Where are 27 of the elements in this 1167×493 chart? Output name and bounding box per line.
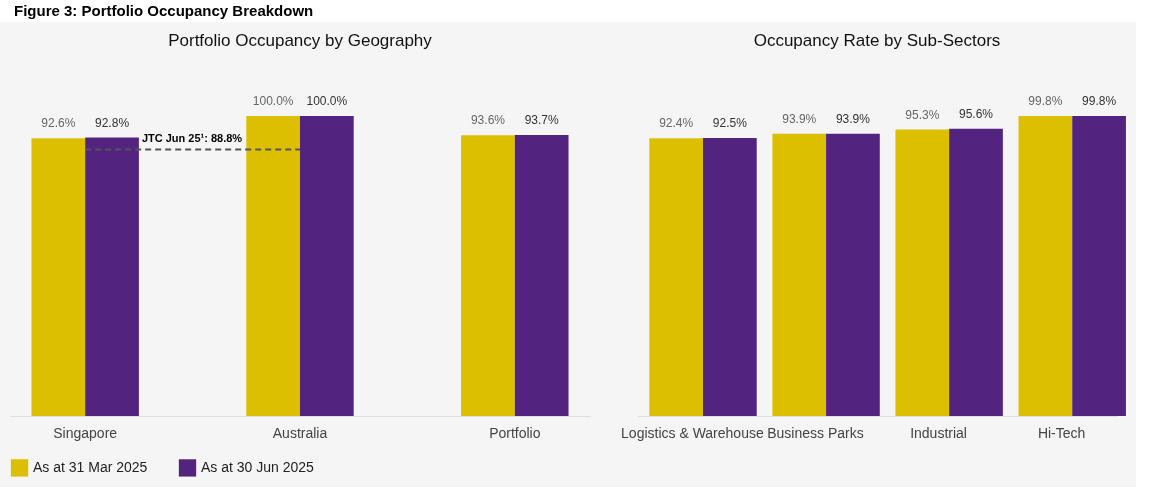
- x-tick-label: Portfolio: [489, 424, 541, 441]
- data-label: 100.0%: [306, 94, 348, 108]
- data-label: 100.0%: [252, 94, 294, 108]
- chart-title: Portfolio Occupancy by Geography: [168, 31, 433, 50]
- data-label: 92.4%: [659, 116, 694, 131]
- data-label: 92.6%: [41, 116, 76, 131]
- data-label: 93.6%: [470, 113, 506, 128]
- data-label: 99.8%: [1028, 94, 1063, 108]
- x-tick-label: Logistics & Warehouse: [621, 424, 764, 441]
- x-tick-label: Singapore: [53, 424, 118, 441]
- data-label: 99.8%: [1082, 94, 1117, 108]
- data-label: 92.5%: [712, 115, 748, 130]
- data-label: 93.9%: [782, 111, 817, 126]
- data-label: 92.8%: [95, 115, 130, 130]
- legend-label: As at 30 Jun 2025: [201, 458, 315, 475]
- chart-title: Occupancy Rate by Sub-Sectors: [753, 31, 1001, 50]
- data-label: 95.3%: [905, 107, 940, 122]
- data-label: 93.7%: [524, 112, 560, 127]
- data-label: 93.9%: [835, 111, 871, 126]
- x-tick-label: Business Parks: [767, 424, 864, 441]
- data-label: 95.6%: [959, 106, 994, 121]
- legend-label: As at 31 Mar 2025: [33, 458, 148, 475]
- ref-line-label: JTC Jun 25¹: 88.8%: [141, 131, 243, 144]
- x-tick-label: Industrial: [910, 424, 967, 441]
- x-tick-label: Australia: [272, 424, 328, 441]
- caption: Figure 3: Portfolio Occupancy Breakdown: [14, 2, 314, 19]
- x-tick-label: Hi-Tech: [1037, 424, 1086, 441]
